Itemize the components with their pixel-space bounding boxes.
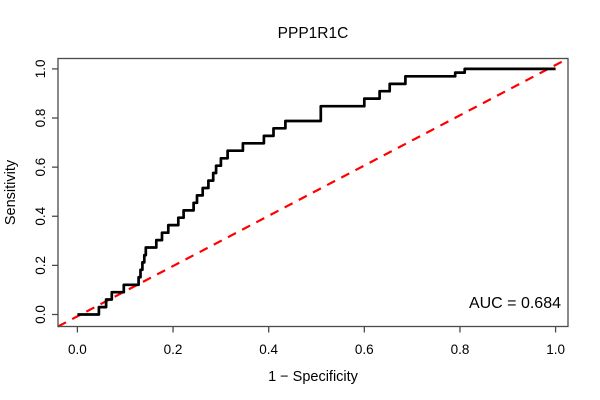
x-tick-label: 1.0 <box>546 342 565 357</box>
x-tick-label: 0.2 <box>164 342 183 357</box>
axis-ticks-layer: 0.0 0.2 0.4 0.6 0.8 1.0 0.0 0.2 0.4 0.6 0.8 1.0 <box>33 60 565 357</box>
y-tick-label: 0.4 <box>33 206 48 225</box>
auc-annotation: AUC = 0.684 <box>469 295 561 312</box>
chance-diagonal-line <box>57 57 569 328</box>
y-axis-label: Sensitivity <box>3 159 19 225</box>
plot-box <box>57 57 569 328</box>
y-tick-label: 0.6 <box>33 158 48 177</box>
x-tick-label: 0.4 <box>259 342 278 357</box>
x-axis-label: 1 − Specificity <box>268 369 359 385</box>
y-tick-label: 0.2 <box>33 256 48 275</box>
x-tick-label: 0.6 <box>355 342 374 357</box>
x-tick-label: 0.8 <box>451 342 470 357</box>
chart-title: PPP1R1C <box>278 25 349 42</box>
y-tick-label: 0.0 <box>33 305 48 324</box>
diagonal-reference-layer <box>57 57 569 328</box>
x-tick-label: 0.0 <box>68 342 87 357</box>
roc-curve-path <box>77 67 556 316</box>
roc-curve-layer <box>77 67 556 316</box>
y-tick-label: 0.8 <box>33 109 48 128</box>
y-tick-label: 1.0 <box>33 60 48 79</box>
